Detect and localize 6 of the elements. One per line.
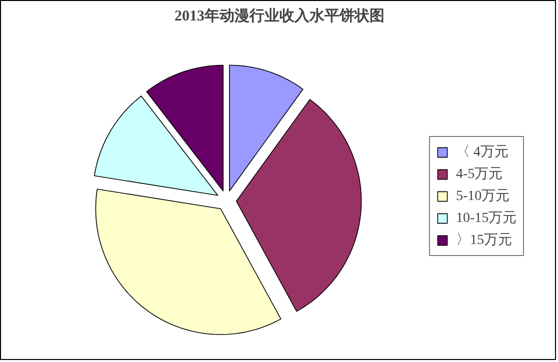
legend-label: 10-15万元	[456, 210, 517, 227]
legend-label: 〈 4万元	[456, 144, 508, 161]
chart-title: 2013年动漫行业收入水平饼状图	[174, 8, 384, 24]
legend-label: 5-10万元	[456, 188, 510, 205]
legend-label: 4-5万元	[456, 166, 503, 183]
legend-label: 〉15万元	[456, 232, 512, 249]
